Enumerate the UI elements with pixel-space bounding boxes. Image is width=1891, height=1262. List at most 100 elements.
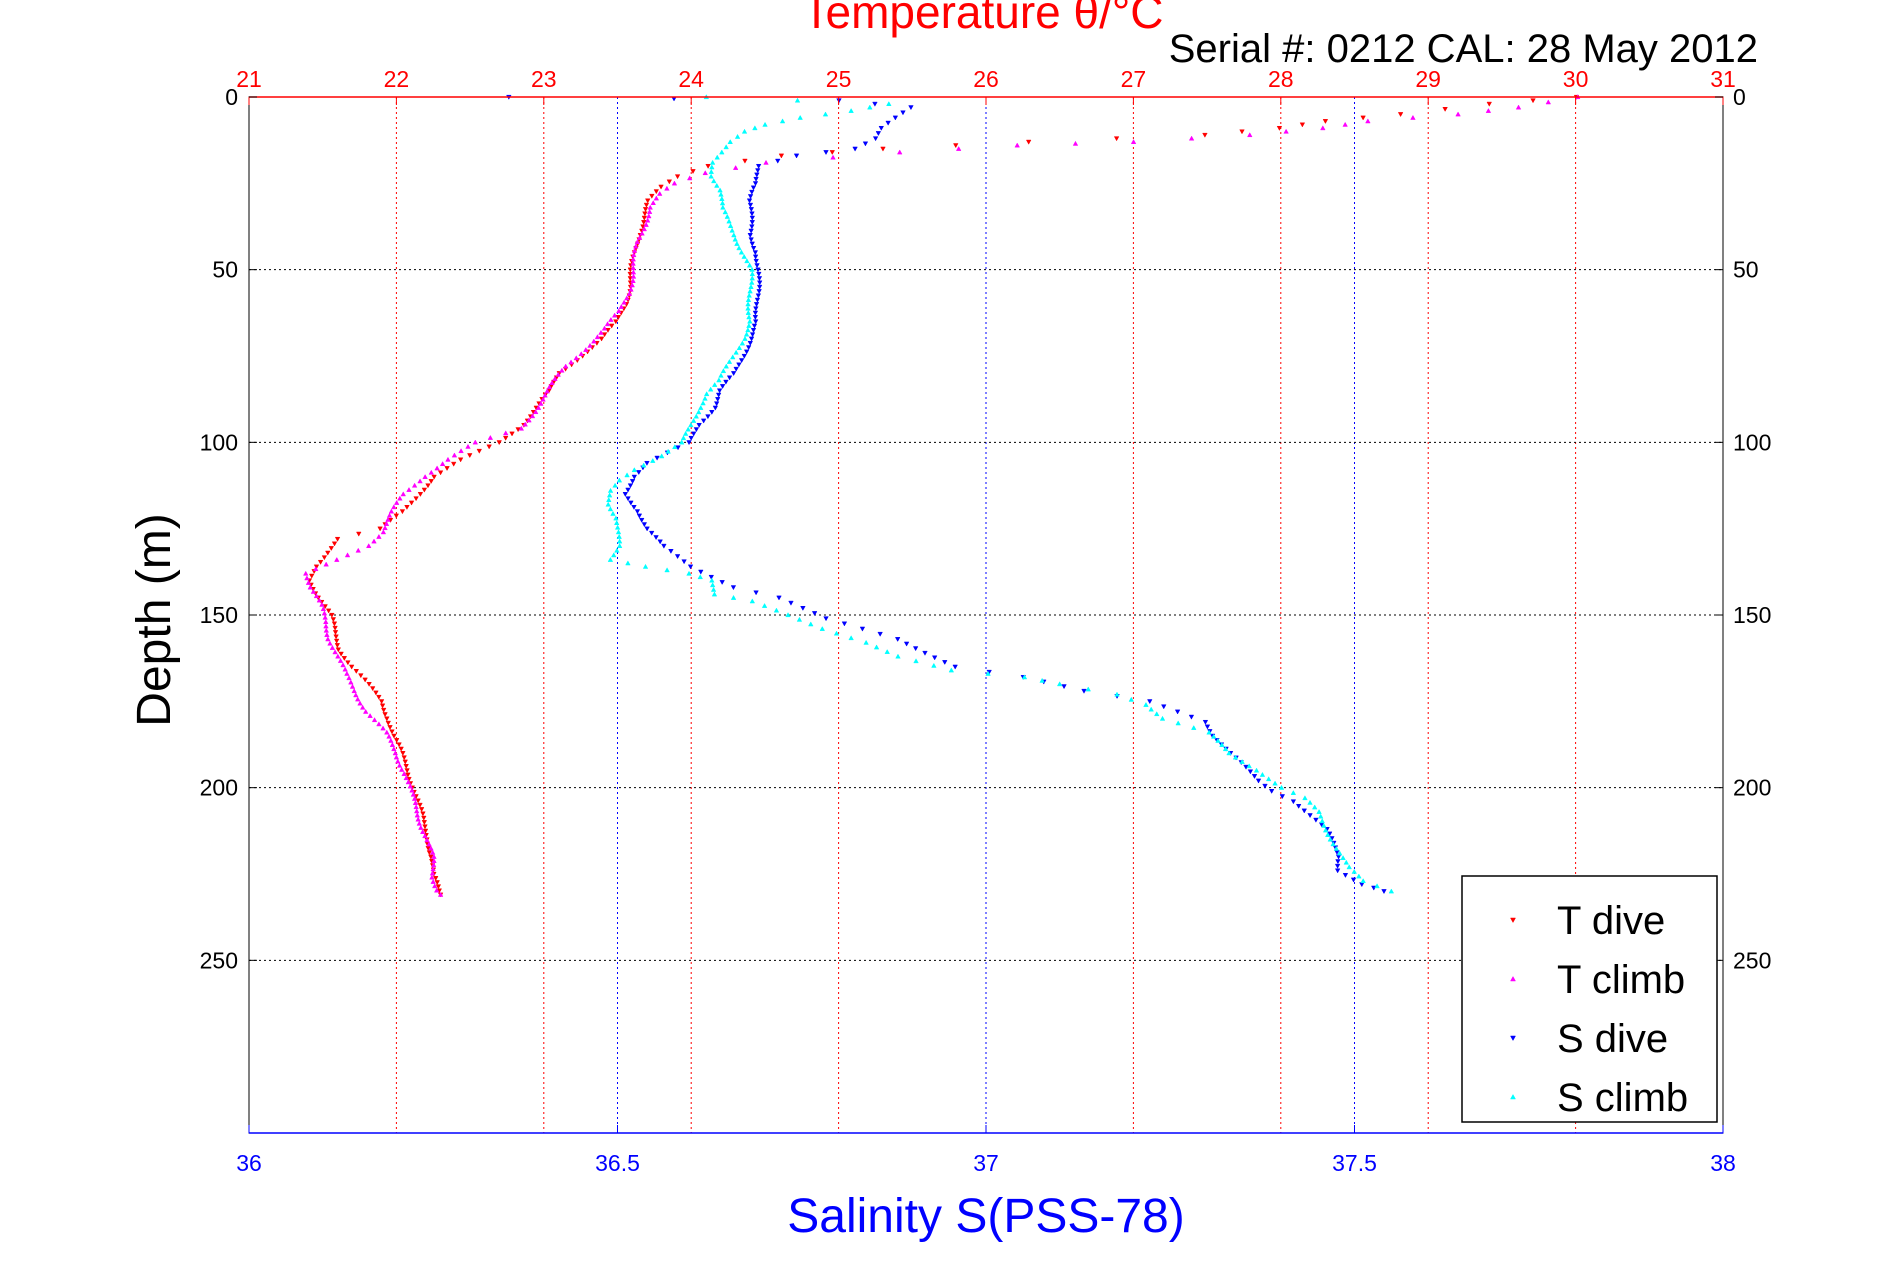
data-point xyxy=(1259,771,1266,777)
temperature-tick-label: 24 xyxy=(678,66,704,92)
data-point xyxy=(685,426,691,432)
data-point xyxy=(1232,754,1239,760)
data-point xyxy=(366,543,372,549)
data-point xyxy=(1342,873,1349,878)
data-point xyxy=(313,564,320,570)
data-point xyxy=(587,342,593,348)
salinity-tick-label: 38 xyxy=(1710,1150,1736,1176)
data-point xyxy=(1025,139,1032,145)
data-point xyxy=(1202,132,1208,138)
data-point xyxy=(526,417,532,423)
data-point xyxy=(555,371,561,377)
temperature-tick-label: 23 xyxy=(531,66,557,92)
data-point xyxy=(403,763,409,769)
data-point xyxy=(653,189,660,195)
data-point xyxy=(723,144,729,150)
data-point xyxy=(366,681,372,687)
serial-cal-text: Serial #: 0212 CAL: 28 May 2012 xyxy=(1169,27,1758,71)
data-point xyxy=(353,692,359,698)
data-point xyxy=(710,586,717,592)
series-t-climb xyxy=(303,94,1581,897)
data-point xyxy=(746,292,752,298)
data-point xyxy=(1251,774,1258,779)
data-point xyxy=(439,461,446,467)
data-point xyxy=(749,189,755,195)
data-point xyxy=(532,409,539,415)
data-point xyxy=(682,430,689,436)
data-point xyxy=(643,221,649,227)
data-point xyxy=(748,237,754,243)
data-point xyxy=(739,340,746,346)
data-point xyxy=(646,213,652,219)
data-point xyxy=(749,224,755,230)
data-point xyxy=(421,820,428,826)
depth-axis-title: Depth (m) xyxy=(128,513,181,726)
data-point xyxy=(752,181,759,187)
data-point xyxy=(755,267,761,273)
data-point xyxy=(610,510,616,516)
data-point xyxy=(1265,776,1272,782)
data-point xyxy=(417,802,423,808)
data-point xyxy=(307,584,313,590)
data-point xyxy=(429,874,435,880)
data-point xyxy=(877,631,883,637)
data-point xyxy=(549,380,555,386)
data-point xyxy=(476,448,483,454)
data-point xyxy=(562,363,569,369)
data-point xyxy=(631,247,638,253)
data-point xyxy=(1299,122,1306,128)
data-point xyxy=(1272,780,1278,786)
data-point xyxy=(431,474,437,480)
data-point xyxy=(749,598,756,604)
data-point xyxy=(718,191,724,197)
data-point xyxy=(412,800,419,805)
data-point xyxy=(1342,121,1348,127)
data-point xyxy=(409,787,415,793)
data-point xyxy=(630,273,637,279)
data-point xyxy=(385,720,391,726)
data-point xyxy=(434,465,440,471)
data-point xyxy=(1276,125,1283,131)
data-point xyxy=(1174,709,1181,715)
data-point xyxy=(433,876,439,881)
data-point xyxy=(334,536,341,542)
data-point xyxy=(332,630,339,636)
data-point xyxy=(1334,863,1341,869)
data-point xyxy=(763,159,769,165)
data-point xyxy=(403,775,409,781)
data-point xyxy=(393,513,400,519)
data-point xyxy=(709,582,716,588)
data-point xyxy=(912,646,919,652)
data-point xyxy=(624,295,630,301)
data-point xyxy=(432,883,438,889)
data-point xyxy=(736,345,743,351)
data-point xyxy=(747,318,753,324)
data-point xyxy=(641,226,647,232)
data-point xyxy=(320,606,327,612)
data-point xyxy=(332,625,338,631)
data-point xyxy=(422,833,428,839)
data-point xyxy=(797,114,803,120)
depth-tick-label-left: 200 xyxy=(200,775,238,801)
data-point xyxy=(811,611,818,617)
data-point xyxy=(674,174,681,180)
depth-tick-label-left: 250 xyxy=(200,947,238,973)
depth-tick-label-left: 150 xyxy=(200,602,238,628)
data-point xyxy=(878,125,884,131)
data-point xyxy=(745,310,752,315)
data-point xyxy=(841,621,848,627)
data-point xyxy=(690,431,697,437)
data-point xyxy=(749,220,756,225)
data-point xyxy=(1206,729,1212,735)
data-point xyxy=(385,516,391,522)
data-point xyxy=(707,386,714,392)
data-point xyxy=(631,252,637,258)
data-point xyxy=(1335,859,1341,865)
data-point xyxy=(331,621,338,627)
data-point xyxy=(382,525,388,531)
data-point xyxy=(1340,855,1346,860)
data-point xyxy=(422,828,429,834)
data-point xyxy=(396,762,403,768)
data-point xyxy=(317,559,324,565)
data-point xyxy=(429,870,436,876)
